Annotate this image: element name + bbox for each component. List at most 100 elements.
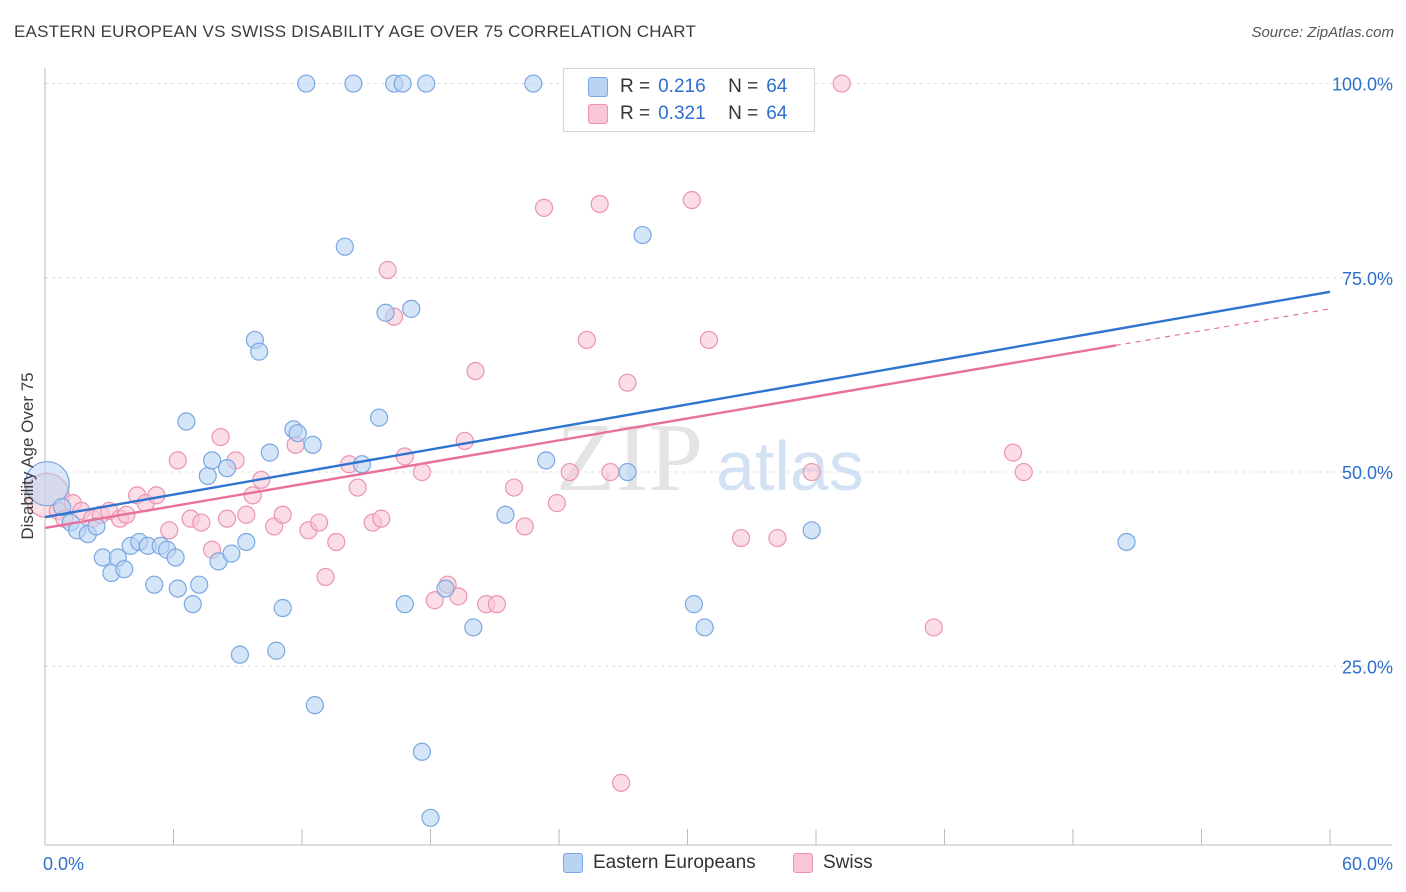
- eastern-european-point: [288, 424, 307, 443]
- swiss-point: [1003, 443, 1023, 462]
- swiss-point: [243, 486, 262, 505]
- swiss-point: [504, 478, 524, 497]
- eastern-european-point: [24, 461, 70, 507]
- swiss-point: [768, 528, 787, 548]
- swiss-point: [487, 595, 506, 614]
- eastern-european-point: [217, 459, 237, 478]
- eastern-european-point: [344, 74, 363, 93]
- trend-lines: [44, 290, 1331, 530]
- swiss-point: [217, 509, 237, 528]
- y-axis-title: Disability Age Over 75: [18, 372, 37, 539]
- legend-n-value: 64: [766, 103, 788, 124]
- eastern-european-trend-line: [44, 290, 1331, 519]
- eastern-european-points: [24, 74, 1136, 827]
- swiss-point: [372, 509, 391, 528]
- eastern-european-point: [496, 505, 515, 524]
- bottom-legend-swatch-pink: [793, 853, 813, 873]
- axis-labels: 25.0% 50.0% 75.0% 100.0% 0.0% 60.0% Disability…: [18, 75, 1393, 874]
- y-tick-label-75: 75.0%: [1342, 269, 1393, 289]
- swiss-point: [547, 494, 566, 513]
- correlation-legend: R = 0.216 N = 64 R = 0.321 N = 64: [563, 68, 815, 132]
- eastern-european-point: [395, 595, 414, 614]
- eastern-european-point: [537, 451, 556, 470]
- swiss-point: [395, 447, 414, 466]
- eastern-european-point: [436, 579, 455, 598]
- swiss-point: [618, 373, 637, 392]
- swiss-point: [590, 194, 609, 214]
- eastern-european-point: [352, 455, 372, 474]
- eastern-european-point: [370, 408, 389, 427]
- eastern-european-point: [402, 299, 421, 318]
- chart-title: EASTERN EUROPEAN VS SWISS DISABILITY AGE…: [14, 22, 697, 41]
- eastern-european-point: [198, 466, 217, 486]
- eastern-european-point: [695, 618, 714, 637]
- legend-r-label: R =: [620, 76, 651, 97]
- swiss-point: [192, 513, 211, 532]
- legend-n-label: N =: [728, 103, 759, 124]
- eastern-european-point: [464, 618, 483, 637]
- eastern-european-point: [412, 742, 432, 761]
- swiss-point: [577, 330, 596, 350]
- eastern-european-point: [168, 579, 187, 598]
- swiss-point: [327, 532, 346, 552]
- eastern-european-point: [684, 595, 704, 614]
- eastern-european-point: [250, 342, 269, 361]
- x-tick-label-max: 60.0%: [1342, 854, 1393, 874]
- eastern-european-point: [87, 517, 106, 536]
- swiss-point: [316, 567, 335, 587]
- eastern-european-point: [1117, 532, 1136, 552]
- axes: [44, 68, 1392, 846]
- eastern-european-point: [115, 560, 134, 579]
- legend-swatch-blue: [588, 77, 608, 97]
- swiss-point: [168, 451, 187, 470]
- x-tick-label-min: 0.0%: [43, 854, 84, 874]
- eastern-european-point: [183, 595, 202, 614]
- swiss-point: [560, 462, 579, 482]
- eastern-european-point: [335, 237, 354, 256]
- swiss-point: [731, 528, 751, 548]
- swiss-point: [601, 462, 620, 482]
- bottom-legend-swatch-blue: [563, 853, 583, 873]
- bottom-legend-swiss[interactable]: Swiss: [793, 852, 873, 874]
- eastern-european-point: [633, 225, 652, 245]
- eastern-european-point: [393, 74, 412, 93]
- swiss-point: [378, 260, 397, 280]
- swiss-point: [160, 521, 179, 540]
- eastern-european-point: [177, 412, 196, 431]
- swiss-point: [211, 427, 230, 447]
- legend-n-value: 64: [766, 76, 788, 97]
- eastern-european-point: [802, 521, 821, 540]
- legend-n-label: N =: [728, 76, 759, 97]
- watermark: ZIP atlas: [556, 404, 864, 512]
- eastern-european-point: [145, 575, 164, 594]
- bottom-legend-eastern-europeans[interactable]: Eastern Europeans: [563, 852, 756, 874]
- eastern-european-point: [260, 443, 279, 462]
- swiss-point: [412, 462, 432, 482]
- swiss-point: [832, 74, 851, 93]
- legend-r-value: 0.216: [658, 76, 706, 97]
- legend-swatch-pink: [588, 104, 608, 124]
- swiss-point: [534, 198, 554, 217]
- eastern-european-point: [222, 544, 241, 563]
- swiss-point: [455, 431, 474, 451]
- swiss-point: [425, 591, 444, 610]
- legend-r-label: R =: [620, 103, 651, 124]
- eastern-european-point: [421, 808, 440, 827]
- eastern-european-point: [267, 641, 286, 660]
- eastern-european-point: [618, 462, 637, 482]
- bottom-legend-label: Swiss: [823, 852, 873, 873]
- swiss-point: [682, 190, 701, 210]
- swiss-point: [802, 462, 821, 482]
- swiss-point: [612, 773, 631, 792]
- eastern-european-point: [237, 532, 256, 552]
- eastern-european-point: [305, 696, 324, 715]
- eastern-european-point: [190, 575, 209, 594]
- eastern-european-point: [417, 74, 436, 93]
- swiss-point: [924, 618, 943, 637]
- source-label: Source: ZipAtlas.com: [1251, 24, 1394, 41]
- swiss-point: [273, 505, 292, 524]
- eastern-european-point: [230, 645, 249, 664]
- swiss-point: [515, 517, 534, 536]
- swiss-point: [348, 478, 367, 497]
